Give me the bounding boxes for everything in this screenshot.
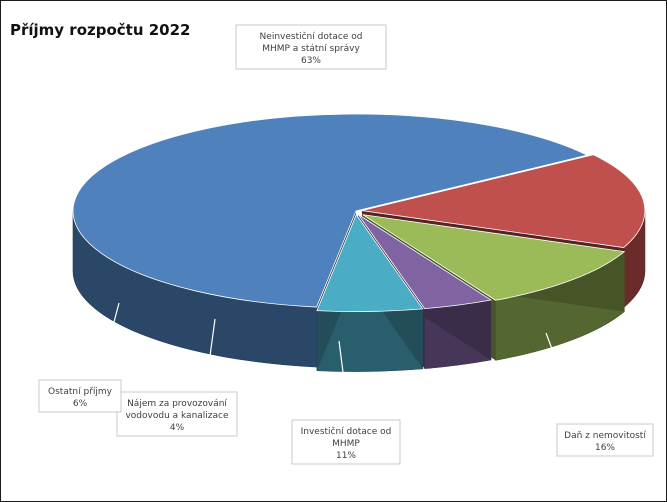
- pie-slice: [357, 214, 493, 310]
- data-label-name: vodovodu a kanalizace: [125, 411, 229, 421]
- data-label-value: 63%: [301, 56, 321, 66]
- data-label-box: [291, 419, 401, 465]
- pie-top-faces: [72, 113, 646, 312]
- data-label-name: MHMP: [332, 439, 360, 449]
- data-label-name: Nájem za provozování: [127, 399, 227, 409]
- data-label-box: [38, 379, 122, 413]
- leader-line: [338, 340, 350, 420]
- data-labels: Neinvestiční dotace od MHMP a státní sprá…: [38, 24, 654, 465]
- pie-slice: [361, 154, 646, 248]
- data-label-name: Ostatní příjmy: [48, 387, 113, 397]
- data-label-box: [235, 24, 387, 70]
- data-label: Nájem za provozování vodovodu a kanalizac…: [116, 391, 238, 437]
- data-label: Investiční dotace od MHMP 11%: [291, 419, 401, 465]
- leader-line: [545, 332, 577, 414]
- data-label-value: 4%: [170, 423, 185, 433]
- pie-slice: [362, 214, 626, 301]
- leader-lines: [98, 302, 577, 420]
- data-label: Neinvestiční dotace od MHMP a státní sprá…: [235, 24, 387, 70]
- pie-slice: [316, 213, 424, 312]
- leader-line: [98, 302, 120, 380]
- data-label-value: 16%: [595, 443, 615, 453]
- data-label-name: Investiční dotace od: [301, 426, 392, 437]
- data-label-box: [116, 391, 238, 437]
- data-label-name: Neinvestiční dotace od: [260, 31, 363, 42]
- data-label-value: 6%: [73, 399, 88, 409]
- data-label: Ostatní příjmy 6%: [38, 379, 122, 413]
- data-label-name: Daň z nemovitostí: [564, 430, 646, 441]
- pie-slice: [72, 113, 589, 308]
- data-label-name: MHMP a státní správy: [262, 44, 360, 54]
- leader-line: [204, 318, 216, 394]
- data-label-box: [556, 423, 654, 457]
- data-label-value: 11%: [336, 451, 356, 461]
- chart-title: Příjmy rozpočtu 2022: [10, 21, 191, 39]
- data-label: Daň z nemovitostí 16%: [556, 423, 654, 457]
